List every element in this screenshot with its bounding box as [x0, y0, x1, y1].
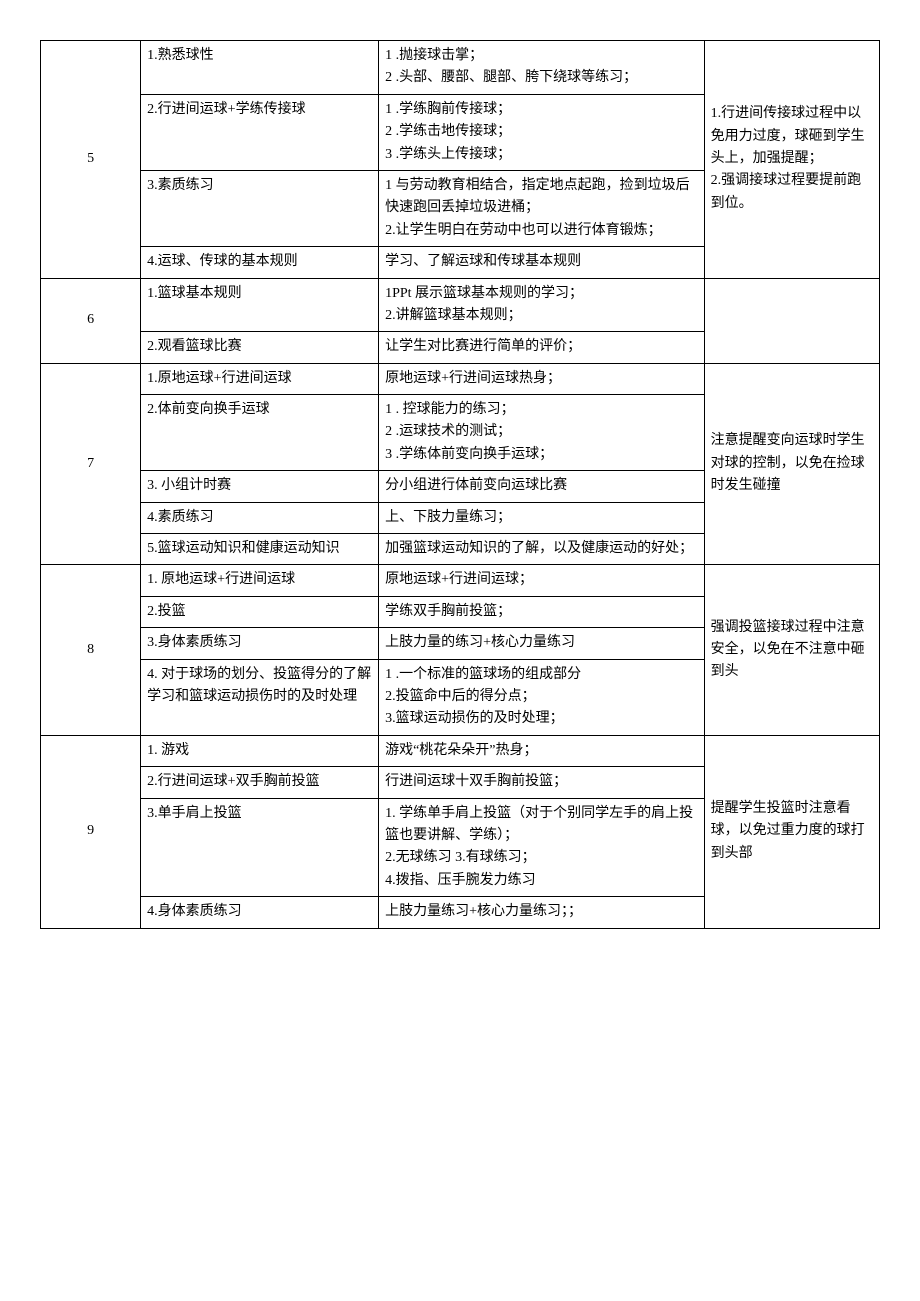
- activity-title: 2.体前变向换手运球: [141, 395, 379, 471]
- activity-title: 2.行进间运球+学练传接球: [141, 94, 379, 170]
- activity-title: 3.身体素质练习: [141, 628, 379, 659]
- activity-description: 上、下肢力量练习；: [379, 502, 705, 533]
- activity-title: 5.篮球运动知识和健康运动知识: [141, 534, 379, 565]
- activity-title: 2.投篮: [141, 596, 379, 627]
- lesson-number: 6: [41, 278, 141, 363]
- activity-description: 加强篮球运动知识的了解，以及健康运动的好处；: [379, 534, 705, 565]
- activity-description: 1PPt 展示篮球基本规则的学习； 2.讲解篮球基本规则；: [379, 278, 705, 332]
- activity-title: 4.素质练习: [141, 502, 379, 533]
- activity-description: 1 与劳动教育相结合，指定地点起跑，捡到垃圾后快速跑回丢掉垃圾进桶； 2.让学生…: [379, 170, 705, 246]
- activity-description: 1 .一个标准的篮球场的组成部分 2.投篮命中后的得分点； 3.篮球运动损伤的及…: [379, 659, 705, 735]
- activity-description: 学习、了解运球和传球基本规则: [379, 247, 705, 278]
- lesson-plan-table: 51.熟悉球性1 .抛接球击掌； 2 .头部、腰部、腿部、胯下绕球等练习；1.行…: [40, 40, 880, 929]
- activity-description: 1 .抛接球击掌； 2 .头部、腰部、腿部、胯下绕球等练习；: [379, 41, 705, 95]
- safety-note: 注意提醒变向运球时学生对球的控制，以免在捡球时发生碰撞: [704, 363, 879, 565]
- activity-title: 1. 原地运球+行进间运球: [141, 565, 379, 596]
- table-row: 51.熟悉球性1 .抛接球击掌； 2 .头部、腰部、腿部、胯下绕球等练习；1.行…: [41, 41, 880, 95]
- safety-note: [704, 278, 879, 363]
- activity-description: 游戏“桃花朵朵开”热身；: [379, 735, 705, 766]
- safety-note: 提醒学生投篮时注意看球，以免过重力度的球打到头部: [704, 735, 879, 928]
- activity-description: 分小组进行体前变向运球比赛: [379, 471, 705, 502]
- activity-description: 1 .学练胸前传接球； 2 .学练击地传接球； 3 .学练头上传接球；: [379, 94, 705, 170]
- activity-title: 4. 对于球场的划分、投篮得分的了解学习和篮球运动损伤时的及时处理: [141, 659, 379, 735]
- activity-description: 行进间运球十双手胸前投篮；: [379, 767, 705, 798]
- activity-title: 2.行进间运球+双手胸前投篮: [141, 767, 379, 798]
- activity-title: 2.观看篮球比赛: [141, 332, 379, 363]
- table-row: 61.篮球基本规则1PPt 展示篮球基本规则的学习； 2.讲解篮球基本规则；: [41, 278, 880, 332]
- table-row: 71.原地运球+行进间运球原地运球+行进间运球热身；注意提醒变向运球时学生对球的…: [41, 363, 880, 394]
- activity-description: 1 . 控球能力的练习； 2 .运球技术的测试； 3 .学练体前变向换手运球；: [379, 395, 705, 471]
- activity-title: 3.单手肩上投篮: [141, 798, 379, 897]
- activity-description: 原地运球+行进间运球热身；: [379, 363, 705, 394]
- lesson-number: 7: [41, 363, 141, 565]
- activity-description: 上肢力量练习+核心力量练习；；: [379, 897, 705, 928]
- activity-description: 原地运球+行进间运球；: [379, 565, 705, 596]
- safety-note: 1.行进间传接球过程中以免用力过度，球砸到学生头上，加强提醒； 2.强调接球过程…: [704, 41, 879, 279]
- lesson-number: 9: [41, 735, 141, 928]
- activity-description: 学练双手胸前投篮；: [379, 596, 705, 627]
- activity-title: 3.素质练习: [141, 170, 379, 246]
- activity-description: 让学生对比赛进行简单的评价；: [379, 332, 705, 363]
- table-row: 91. 游戏游戏“桃花朵朵开”热身；提醒学生投篮时注意看球，以免过重力度的球打到…: [41, 735, 880, 766]
- activity-title: 1. 游戏: [141, 735, 379, 766]
- lesson-number: 5: [41, 41, 141, 279]
- activity-title: 4.运球、传球的基本规则: [141, 247, 379, 278]
- activity-title: 1.篮球基本规则: [141, 278, 379, 332]
- safety-note: 强调投篮接球过程中注意安全，以免在不注意中砸到头: [704, 565, 879, 735]
- table-row: 81. 原地运球+行进间运球原地运球+行进间运球；强调投篮接球过程中注意安全，以…: [41, 565, 880, 596]
- activity-description: 上肢力量的练习+核心力量练习: [379, 628, 705, 659]
- activity-title: 1.原地运球+行进间运球: [141, 363, 379, 394]
- activity-title: 4.身体素质练习: [141, 897, 379, 928]
- activity-description: 1. 学练单手肩上投篮（对于个别同学左手的肩上投篮也要讲解、学练）； 2.无球练…: [379, 798, 705, 897]
- activity-title: 1.熟悉球性: [141, 41, 379, 95]
- lesson-number: 8: [41, 565, 141, 735]
- activity-title: 3. 小组计时赛: [141, 471, 379, 502]
